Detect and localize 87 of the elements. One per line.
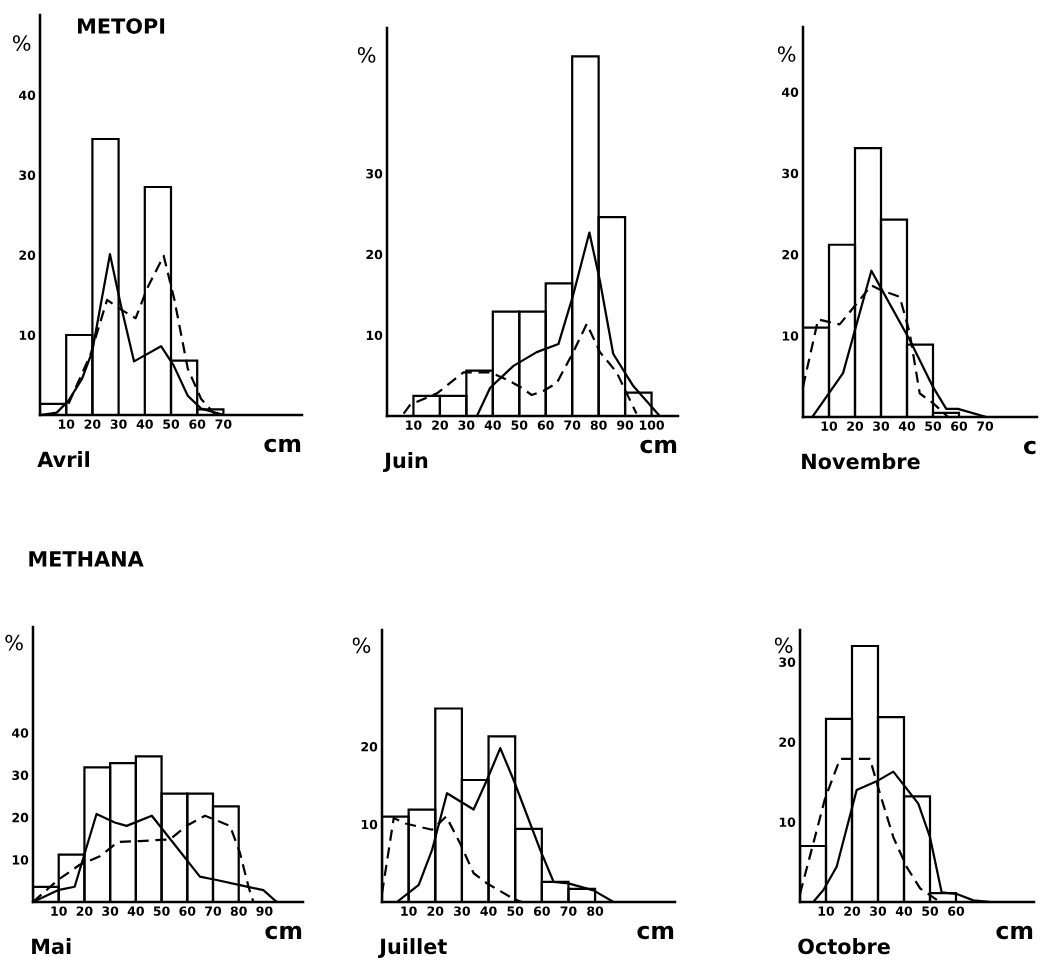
y-tick-label: 20 [779,737,796,747]
x-tick-label: 40 [136,419,153,429]
x-axis-title: cm [640,439,677,454]
annotation: METOPI [78,18,165,34]
x-tick-label: 60 [537,420,554,430]
x-tick-label: 20 [84,419,101,429]
x-tick-label: 90 [617,420,634,430]
y-tick-label: 30 [782,168,799,179]
x-tick-label: 80 [587,906,604,916]
x-tick-label: 50 [922,906,939,916]
text: Octobre [798,938,890,955]
x-tick-label: 20 [432,420,449,430]
y-tick-label: 40 [19,90,36,100]
x-axis-title: cm [265,925,302,940]
x-tick-label: 30 [870,906,887,916]
x-tick-label: 40 [127,906,144,916]
x-tick-label: 40 [898,421,916,431]
x-tick-label: 80 [590,420,607,430]
x-tick-label: 30 [458,420,475,430]
x-tick-label: 30 [873,421,890,431]
y-tick-label: 10 [19,330,36,340]
y-tick-label: 20 [12,812,29,823]
x-tick-label: 90 [256,906,273,916]
y-tick-label: 10 [779,817,796,827]
x-tick-label: 10 [821,421,838,431]
x-tick-label: 60 [179,906,196,916]
y-tick-label: 20 [361,742,378,752]
y-tick-label: 20 [19,250,36,260]
x-tick-label: 50 [511,420,528,430]
y-tick-label: 10 [12,855,29,865]
x-tick-label: 30 [454,906,471,916]
y-tick-label: 40 [782,87,799,97]
y-tick-label: 30 [366,168,383,179]
x-tick-label: 20 [427,906,444,916]
x-axis-title: cm [996,925,1033,940]
x-tick-label: 70 [215,419,232,429]
x-tick-label: 40 [480,906,497,916]
x-tick-label: 20 [847,421,864,431]
x-axis-title: cm [264,438,301,453]
x-tick-label: 30 [110,419,127,429]
x-axis-title: c [1024,440,1036,455]
x-tick-label: 20 [76,906,93,916]
y-tick-label: 30 [779,657,796,667]
x-tick-label: 40 [895,906,913,916]
x-tick-label: 10 [58,419,75,429]
x-tick-label: 60 [948,906,965,916]
x-tick-label: 50 [925,421,942,431]
x-tick-label: 60 [533,906,550,916]
y-tick-label: 10 [366,330,383,341]
x-tick-label: 50 [153,906,170,916]
text: Juillet [378,938,447,959]
text: Avril [37,451,89,467]
x-tick-label: 60 [951,421,968,431]
x-tick-label: 10 [818,906,835,916]
y-tick-label: 30 [19,170,36,180]
y-axis-title: % [774,637,793,654]
x-tick-label: 10 [406,420,422,430]
y-tick-label: 10 [361,819,378,830]
y-tick-label: 20 [366,249,383,260]
x-tick-label: 70 [564,420,581,430]
x-tick-label: 100 [639,420,664,430]
x-tick-label: 60 [189,419,206,429]
text: Juin [383,452,428,473]
x-tick-label: 70 [205,906,222,916]
y-axis-title: % [12,35,31,51]
x-tick-label: 70 [560,906,577,916]
x-tick-label: 10 [401,906,417,916]
x-tick-label: 40 [484,420,501,430]
x-tick-label: 30 [102,906,119,916]
y-tick-label: 10 [782,331,799,341]
y-axis-title: % [352,637,371,654]
y-tick-label: 40 [12,728,29,738]
x-tick-label: 20 [844,906,861,916]
x-tick-label: 80 [230,906,247,916]
x-axis-title: cm [637,925,674,940]
y-tick-label: 20 [782,249,799,260]
text: METHANA [29,551,144,567]
text: Mai [32,938,71,955]
x-tick-label: 50 [507,906,524,916]
y-axis-title: % [5,634,23,651]
y-axis-title: % [357,47,376,63]
x-tick-label: 70 [977,421,994,431]
x-tick-label: 10 [51,906,67,916]
text: Novembre [802,453,920,470]
y-axis-title: % [777,46,796,62]
x-tick-label: 50 [163,419,180,429]
y-tick-label: 30 [12,770,29,780]
